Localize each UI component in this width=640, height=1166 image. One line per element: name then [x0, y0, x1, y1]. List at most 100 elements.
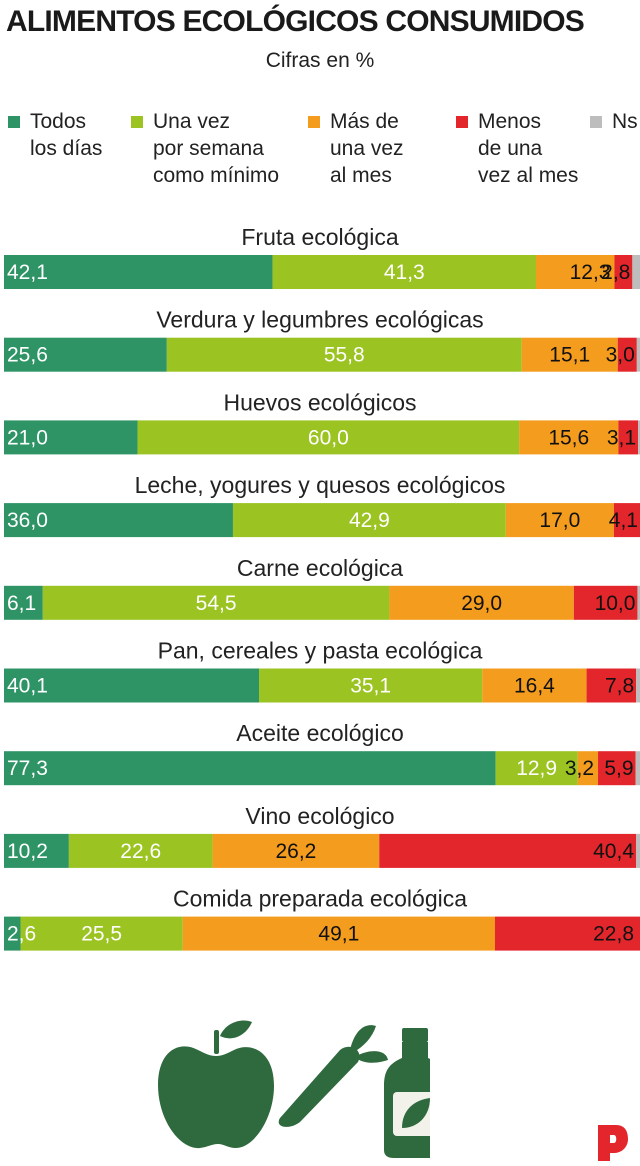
legend-swatch — [8, 116, 20, 128]
legend-swatch — [308, 116, 320, 128]
bar-aceite-todos-los-dias — [4, 751, 496, 786]
legend-label: al mes — [330, 164, 392, 187]
bar-vino-menos-mensual — [379, 833, 637, 868]
value-label-fruta-todos-los-dias: 42,1 — [7, 261, 48, 284]
value-label-pan-semanal: 35,1 — [350, 675, 391, 698]
bar-leche-mensual — [505, 503, 614, 538]
value-label-vino-menos-mensual: 40,4 — [593, 840, 634, 863]
value-label-pan-mensual: 16,4 — [514, 675, 555, 698]
bar-comida-todos-los-dias — [4, 916, 21, 951]
value-label-leche-semanal: 42,9 — [349, 509, 390, 532]
bar-vino-semanal — [68, 833, 213, 868]
value-label-aceite-mensual: 3,2 — [565, 757, 594, 780]
category-label-fruta: Fruta ecológica — [241, 224, 398, 250]
legend-label: vez al mes — [478, 164, 579, 187]
value-label-comida-menos-mensual: 22,8 — [593, 923, 634, 946]
bar-carne-semanal — [42, 585, 390, 620]
category-label-aceite: Aceite ecológico — [236, 720, 404, 746]
bar-fruta-mensual — [536, 255, 615, 289]
bar-aceite-semanal — [495, 751, 578, 786]
bar-fruta-menos-mensual — [614, 255, 633, 289]
category-label-carne: Carne ecológica — [237, 555, 403, 581]
bar-comida-mensual — [182, 916, 495, 951]
stacked-bar-chart: Fruta ecológica 42,1 41,3 12,32,8 Verdura y … — [4, 224, 640, 951]
value-label-carne-todos-los-dias: 6,1 — [7, 592, 36, 615]
value-label-aceite-menos-mensual: 5,9 — [604, 757, 633, 780]
legend-label: Más de — [330, 110, 399, 133]
legend-label: los días — [30, 137, 103, 160]
value-label-pan-todos-los-dias: 40,1 — [7, 675, 48, 698]
carrot-icon — [278, 1025, 388, 1127]
value-label-fruta-semanal: 41,3 — [384, 261, 425, 284]
legend-label: de una — [478, 137, 543, 160]
bar-huevos-mensual — [519, 420, 619, 455]
bar-verdura-semanal — [166, 337, 522, 372]
page-subtitle: Cifras en % — [265, 49, 375, 72]
category-label-pan: Pan, cereales y pasta ecológica — [158, 638, 483, 664]
legend-label: como mínimo — [153, 164, 280, 187]
legend-item-todos: Todos los días — [8, 108, 200, 162]
bar-comida-semanal — [20, 916, 183, 951]
bar-leche-menos-mensual — [613, 503, 640, 538]
value-label-leche-todos-los-dias: 36,0 — [7, 509, 48, 532]
legend-label: una vez — [330, 137, 404, 160]
bar-huevos-semanal — [137, 420, 520, 455]
legend-label: por semana — [153, 137, 264, 160]
bar-pan-menos-mensual — [586, 668, 637, 703]
bar-pan-ns — [636, 668, 640, 703]
legend-item-ns: Ns — [590, 108, 640, 135]
bar-verdura-ns — [636, 337, 640, 372]
value-label-fruta-menos-mensual: 2,8 — [601, 261, 630, 284]
bar-comida-menos-mensual — [494, 916, 640, 951]
page-title: ALIMENTOS ECOLÓGICOS CONSUMIDOS — [6, 5, 585, 38]
legend-label: Todos — [30, 110, 87, 133]
bar-carne-mensual — [389, 585, 574, 620]
bar-fruta-semanal — [272, 255, 537, 289]
legend-item-semana: Una vez por semana como mínimo — [131, 108, 323, 189]
value-label-leche-mensual: 17,0 — [539, 509, 580, 532]
legend-label: Una vez — [153, 110, 231, 133]
bar-huevos-menos-mensual — [618, 420, 639, 455]
value-label-leche-menos-mensual: 4,1 — [609, 509, 638, 532]
value-label-aceite-semanal: 12,9 — [516, 757, 557, 780]
bar-aceite-mensual — [577, 751, 599, 786]
value-label-verdura-semanal: 55,8 — [324, 344, 365, 367]
legend-swatch — [131, 116, 143, 128]
value-label-huevos-menos-mensual: 3,1 — [607, 426, 636, 449]
value-label-pan-menos-mensual: 7,8 — [605, 675, 634, 698]
legend-swatch — [456, 116, 468, 128]
value-label-huevos-semanal: 60,0 — [308, 426, 349, 449]
legend-swatch — [590, 116, 602, 128]
value-label-verdura-menos-mensual: 3,0 — [606, 344, 635, 367]
category-label-leche: Leche, yogures y quesos ecológicos — [135, 472, 506, 498]
value-label-carne-semanal: 54,5 — [196, 592, 237, 615]
value-label-comida-todos-los-dias: 2,6 — [7, 923, 36, 946]
value-label-vino-todos-los-dias: 10,2 — [7, 840, 48, 863]
bar-verdura-todos-los-dias — [4, 337, 167, 372]
legend-item-menos: Menos de una vez al mes — [456, 108, 640, 189]
bar-carne-menos-mensual — [573, 585, 638, 620]
bar-verdura-mensual — [521, 337, 618, 372]
apple-icon — [158, 1020, 274, 1149]
bar-huevos-todos-los-dias — [4, 420, 138, 455]
bar-pan-semanal — [259, 668, 483, 703]
category-label-verdura: Verdura y legumbres ecológicas — [156, 307, 483, 333]
bar-leche-todos-los-dias — [4, 503, 233, 538]
bar-huevos-ns — [638, 420, 640, 455]
value-label-carne-menos-mensual: 10,0 — [595, 592, 636, 615]
legend-label: Ns — [612, 110, 638, 133]
value-label-huevos-todos-los-dias: 21,0 — [7, 426, 48, 449]
value-label-comida-mensual: 49,1 — [318, 923, 359, 946]
legend-label: Menos — [478, 110, 542, 133]
bar-pan-todos-los-dias — [4, 668, 260, 703]
bar-leche-semanal — [232, 503, 506, 538]
bar-aceite-menos-mensual — [598, 751, 636, 786]
bar-vino-todos-los-dias — [4, 833, 69, 868]
value-label-carne-mensual: 29,0 — [461, 592, 502, 615]
category-label-comida: Comida preparada ecológica — [173, 886, 467, 912]
value-label-vino-mensual: 26,2 — [275, 840, 316, 863]
bar-vino-ns — [636, 833, 640, 868]
bar-fruta-todos-los-dias — [4, 255, 273, 289]
value-label-vino-semanal: 22,6 — [120, 840, 161, 863]
bottle-icon — [384, 1028, 430, 1158]
